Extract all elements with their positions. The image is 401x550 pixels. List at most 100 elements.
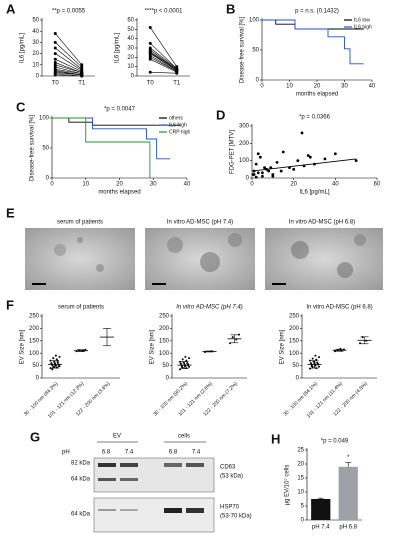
lane-label: 6.8 (169, 450, 178, 456)
point (53, 57, 57, 61)
y-tick-label: 10 (297, 490, 304, 496)
x-axis-label: months elapsed (296, 92, 338, 98)
point (275, 161, 279, 164)
x-tick-label: pH 7.4 (312, 525, 330, 531)
point (54, 354, 57, 357)
y-tick-label: 0 (246, 176, 250, 182)
micrograph (265, 228, 383, 290)
y-tick-label: 5 (301, 504, 305, 510)
point (309, 362, 312, 365)
survival-curve (52, 117, 171, 160)
image-title: In vitro AD-MSC (pH 6.8) (289, 220, 355, 226)
point (271, 174, 275, 178)
chart-title: *p = 0.0047 (104, 107, 136, 113)
y-tick-label: 0 (131, 74, 135, 80)
point (279, 169, 283, 173)
point (310, 365, 313, 368)
pair-line (55, 53, 82, 71)
pair-line (55, 68, 82, 75)
point (49, 367, 52, 370)
point (318, 356, 320, 359)
point (267, 169, 271, 173)
group-label: cells (178, 434, 190, 440)
point (184, 365, 187, 368)
x-tick-label: 40 (332, 182, 339, 188)
x-tick-label: T1 (173, 81, 181, 87)
point (251, 173, 255, 176)
y-tick-label: 10 (32, 62, 39, 68)
point (258, 155, 262, 159)
x-tick-label: T1 (78, 81, 86, 87)
point (80, 65, 84, 69)
point (333, 152, 337, 156)
panel-label: A (6, 1, 16, 16)
x-tick-label: 40 (369, 84, 376, 90)
point (148, 70, 152, 74)
image-title: serum of patients (57, 220, 103, 226)
point (175, 71, 179, 75)
y-tick-label: 200 (239, 141, 250, 147)
y-tick-label: 0 (46, 176, 50, 182)
point (269, 166, 273, 170)
group-label: EV (113, 434, 121, 440)
pair-line (150, 47, 177, 69)
point (314, 354, 317, 357)
pair-line (150, 57, 177, 72)
y-tick-label: 100 (39, 116, 50, 122)
y-tick-label: 40 (32, 29, 39, 35)
x-tick-label: 0 (250, 182, 254, 188)
y-tick-label: 100 (239, 158, 250, 164)
chart-title: *p = 0.049 (321, 439, 349, 445)
legend-label: IL6 high (354, 24, 372, 30)
point (354, 159, 358, 163)
point (57, 365, 60, 368)
point (311, 357, 314, 360)
point (306, 154, 310, 157)
point (53, 360, 56, 363)
point (263, 166, 266, 170)
y-axis-label: FDG-PET [MTV] (230, 130, 236, 174)
point (53, 40, 57, 44)
y-tick-label: 150 (159, 338, 170, 344)
y-axis-label: Disease-free survival [%] (240, 16, 246, 83)
y-tick-label: 100 (29, 351, 40, 357)
point (292, 167, 296, 171)
chart-title: In vitro AD-MSC (pH 6.8) (306, 305, 372, 311)
panel-label: G (30, 429, 40, 444)
marker-label: 82 kDa (71, 461, 91, 467)
legend-label: IL6 low (354, 17, 370, 23)
lane-label: 7.4 (125, 450, 134, 456)
point (53, 73, 57, 77)
y-tick-label: 100 (159, 351, 170, 357)
point (261, 174, 264, 178)
survival-curve (52, 117, 181, 126)
point (80, 63, 84, 67)
pair-line (150, 51, 177, 70)
y-tick-label: 15 (297, 476, 304, 482)
pair-line (55, 66, 82, 75)
point (281, 150, 285, 154)
point (53, 31, 57, 35)
point (231, 336, 234, 339)
y-tick-label: 30 (127, 46, 134, 52)
point (53, 61, 57, 65)
chart-title: **p = 0.0055 (52, 9, 86, 15)
y-tick-label: 50 (127, 27, 134, 33)
point (188, 357, 190, 360)
y-tick-label: 0 (301, 518, 305, 524)
pair-line (55, 64, 82, 73)
x-axis-label: months elapsed (98, 190, 140, 196)
x-tick-label: T0 (147, 81, 155, 87)
point (184, 355, 187, 358)
y-tick-label: 50 (32, 18, 39, 24)
point (56, 361, 59, 364)
point (53, 63, 57, 67)
y-tick-label: 50 (32, 363, 39, 369)
point (296, 159, 300, 163)
annotation: * (347, 455, 350, 461)
x-tick-label: pH 6.8 (339, 525, 357, 531)
pair-line (55, 42, 82, 68)
x-tick-label: 30 (341, 84, 348, 90)
point (80, 74, 84, 78)
x-tick-label: 10 (286, 84, 293, 90)
